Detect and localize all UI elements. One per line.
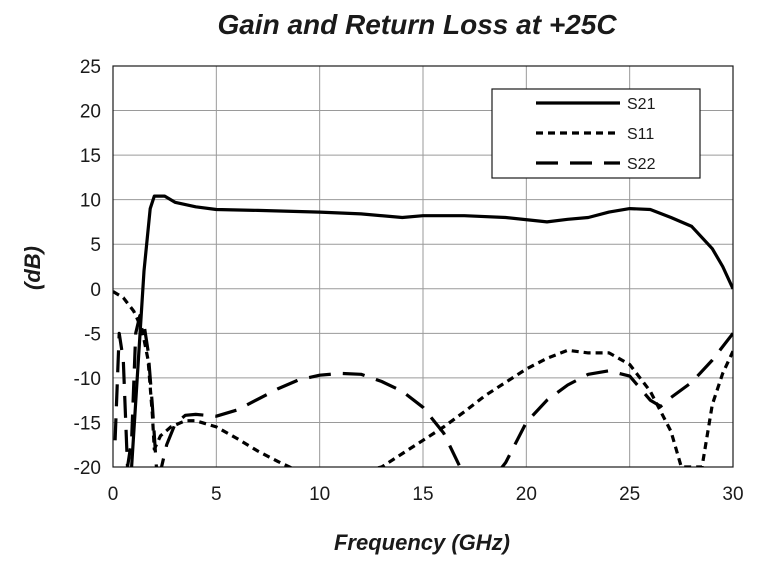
y-tick-label: 25 xyxy=(80,57,101,78)
x-tick-label: 5 xyxy=(211,484,222,505)
x-axis-title: Frequency (GHz) xyxy=(334,530,510,555)
plot-frame xyxy=(112,65,734,468)
legend: S21 S11 S22 xyxy=(491,88,701,179)
y-tick-label: 10 xyxy=(80,191,101,212)
series-layer xyxy=(113,194,733,467)
x-tick-label: 10 xyxy=(309,484,330,505)
y-tick-labels: 25 20 15 10 5 0 -5 -10 -15 -20 xyxy=(74,57,101,479)
legend-label-s11: S11 xyxy=(627,126,654,143)
y-tick-label: -15 xyxy=(74,413,101,434)
x-tick-label: 0 xyxy=(108,484,119,505)
x-tick-label: 20 xyxy=(516,484,537,505)
y-tick-label: -10 xyxy=(74,369,101,390)
series-line-s22 xyxy=(113,313,733,467)
y-tick-label: -20 xyxy=(74,458,101,479)
y-tick-label: -5 xyxy=(84,324,101,345)
y-axis-title: (dB) xyxy=(20,246,45,290)
x-tick-label: 25 xyxy=(619,484,640,505)
series-line-s21 xyxy=(130,194,733,467)
x-tick-labels: 0 5 10 15 20 25 30 xyxy=(108,484,744,505)
y-tick-label: 0 xyxy=(90,280,101,301)
y-tick-label: 5 xyxy=(90,235,101,256)
legend-label-s21: S21 xyxy=(627,96,656,113)
x-tick-label: 15 xyxy=(412,484,433,505)
y-tick-label: 20 xyxy=(80,102,101,123)
legend-label-s22: S22 xyxy=(627,156,656,173)
x-tick-label: 30 xyxy=(722,484,743,505)
chart-title: Gain and Return Loss at +25C xyxy=(217,9,617,40)
y-tick-label: 15 xyxy=(80,146,101,167)
